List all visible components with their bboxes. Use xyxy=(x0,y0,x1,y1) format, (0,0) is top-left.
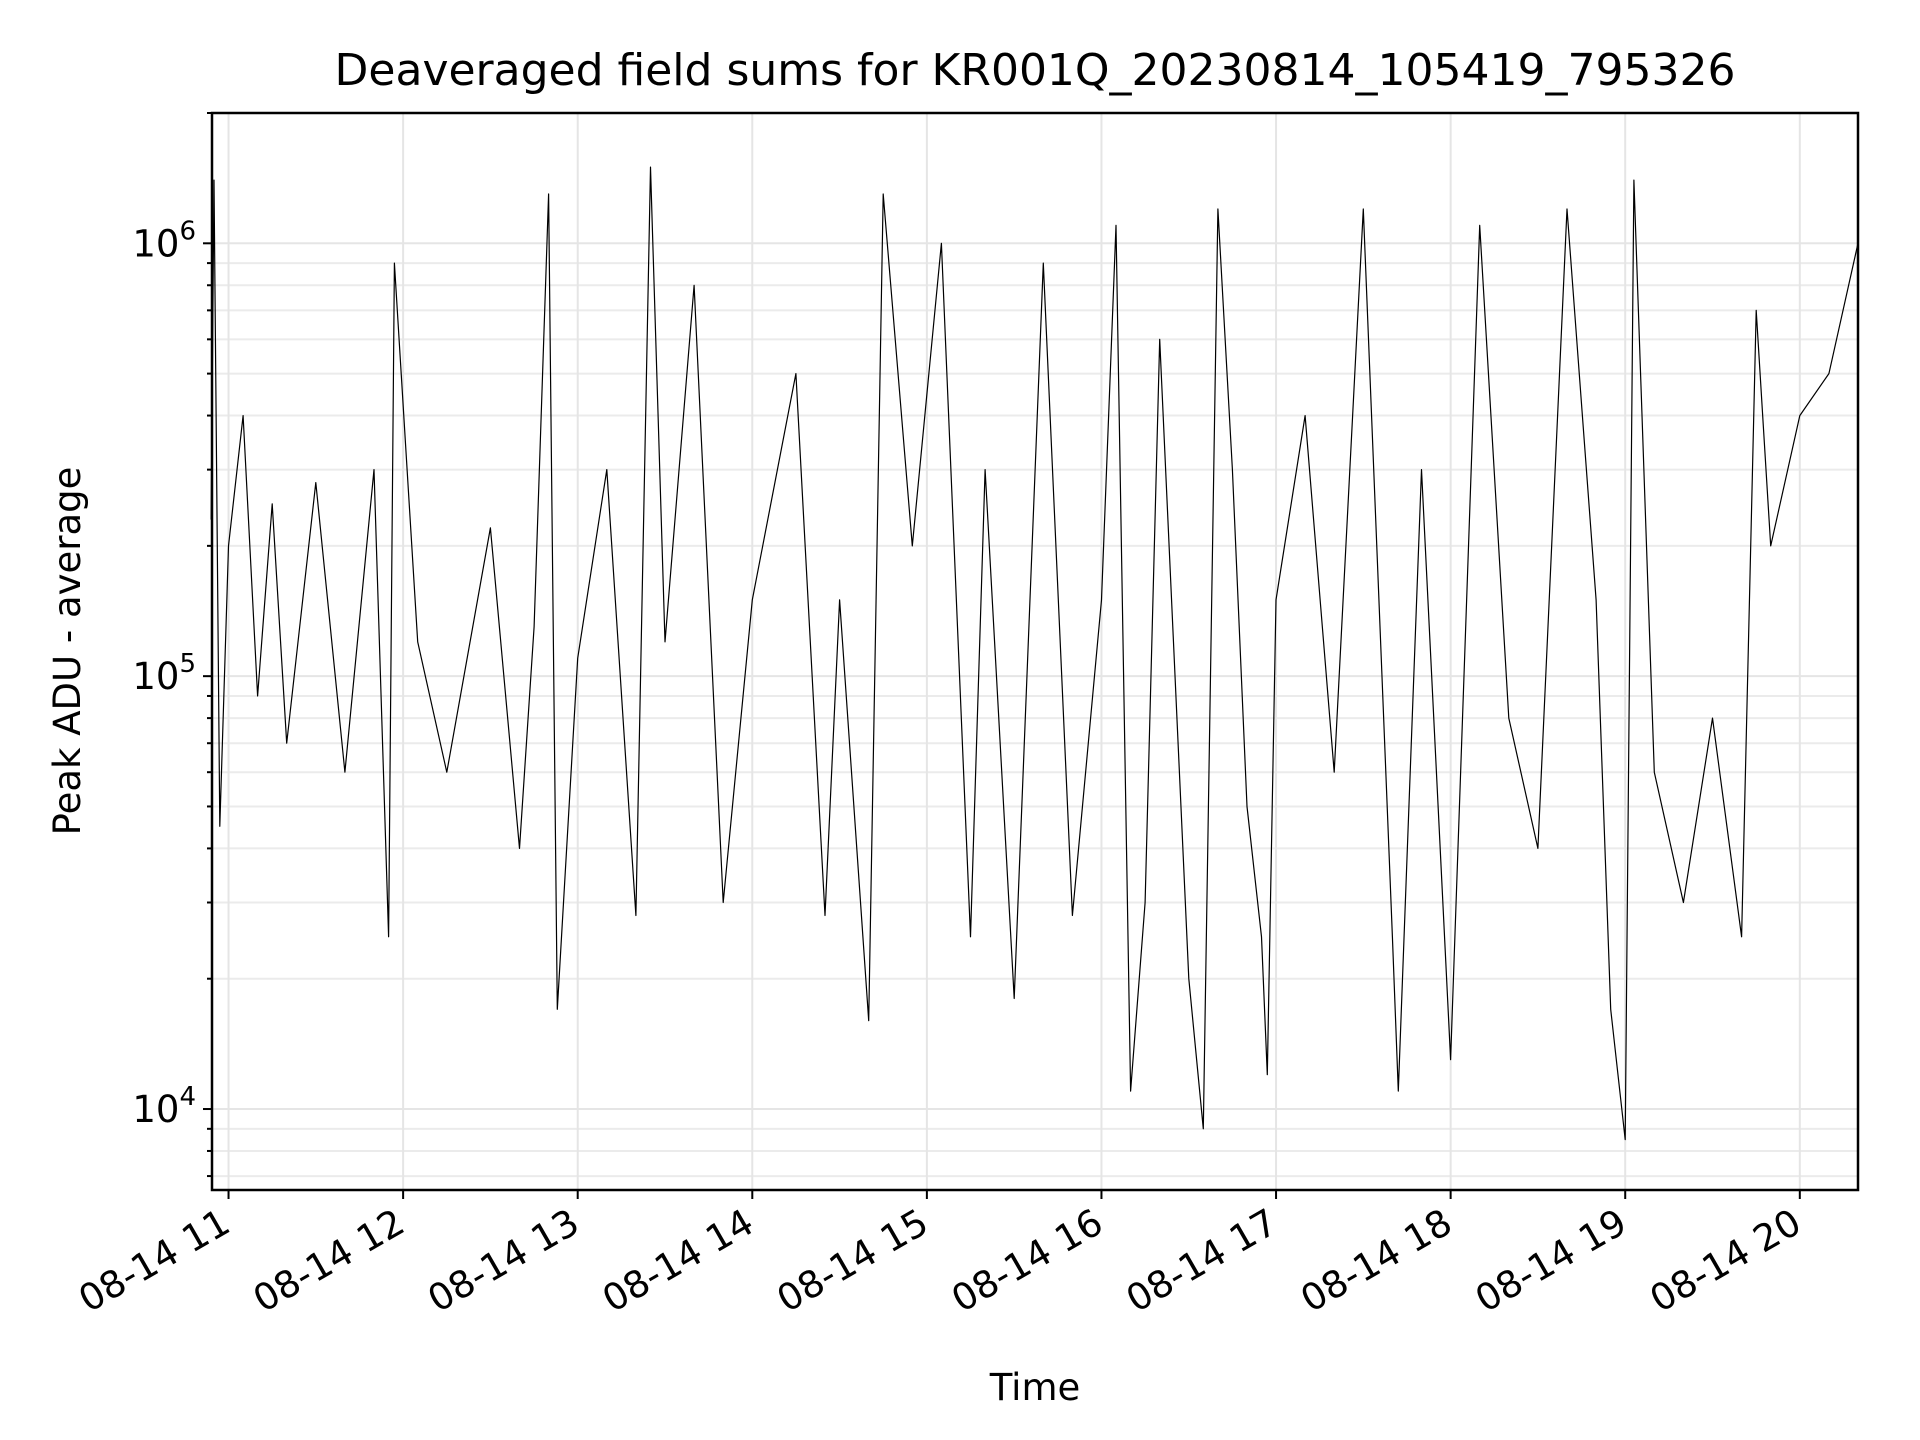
x-axis-label: Time xyxy=(989,1366,1081,1409)
y-tick-label: 105 xyxy=(132,649,196,698)
series-layer xyxy=(210,166,1859,1141)
plot-frame xyxy=(210,111,1860,1192)
series-line xyxy=(210,166,1859,1141)
y-tick-label: 106 xyxy=(132,216,196,265)
y-axis-label: Peak ADU - average xyxy=(46,467,89,836)
y-tick-label: 104 xyxy=(132,1082,196,1131)
y-axis: 104 105 106 xyxy=(132,112,212,1178)
chart-title: Deaveraged field sums for KR001Q_2023081… xyxy=(335,45,1736,96)
